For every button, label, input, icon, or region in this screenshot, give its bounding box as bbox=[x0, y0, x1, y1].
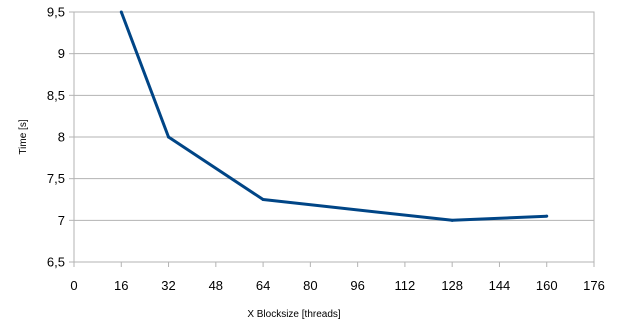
plot-area-frame bbox=[73, 11, 595, 263]
series-layer bbox=[119, 10, 549, 222]
x-tick-label: 128 bbox=[441, 278, 463, 293]
x-tick-label: 16 bbox=[114, 278, 128, 293]
x-tick-label: 176 bbox=[583, 278, 605, 293]
x-tick-label: 64 bbox=[256, 278, 270, 293]
x-tick-label: 0 bbox=[70, 278, 77, 293]
x-tick-label: 160 bbox=[536, 278, 558, 293]
tick-labels: 6,5 7 7,5 8 8,5 9 9,5 0 16 32 48 64 80 96 112 128 144 160… bbox=[47, 5, 605, 294]
y-tick-label: 9 bbox=[58, 46, 65, 61]
x-tick-label: 144 bbox=[489, 278, 511, 293]
data-point bbox=[261, 198, 265, 201]
x-tick-label: 96 bbox=[350, 278, 364, 293]
data-point bbox=[450, 218, 454, 222]
x-tick-label: 32 bbox=[161, 278, 175, 293]
y-tick-label: 8,5 bbox=[47, 88, 65, 103]
x-tick-label: 112 bbox=[395, 278, 416, 293]
x-tick-label: 48 bbox=[209, 278, 223, 293]
y-tick-label: 9,5 bbox=[47, 5, 65, 20]
data-point bbox=[545, 214, 549, 218]
x-axis-title: X Blocksize [threads] bbox=[247, 309, 341, 320]
y-tick-label: 6,5 bbox=[47, 255, 65, 270]
x-tick-label: 80 bbox=[303, 278, 317, 293]
y-tick-label: 8 bbox=[58, 130, 65, 145]
y-tick-label: 7 bbox=[58, 213, 65, 228]
y-axis-title: Time [s] bbox=[18, 119, 29, 154]
data-point bbox=[167, 135, 171, 139]
data-point bbox=[119, 10, 123, 14]
y-tick-label: 7,5 bbox=[47, 171, 65, 186]
